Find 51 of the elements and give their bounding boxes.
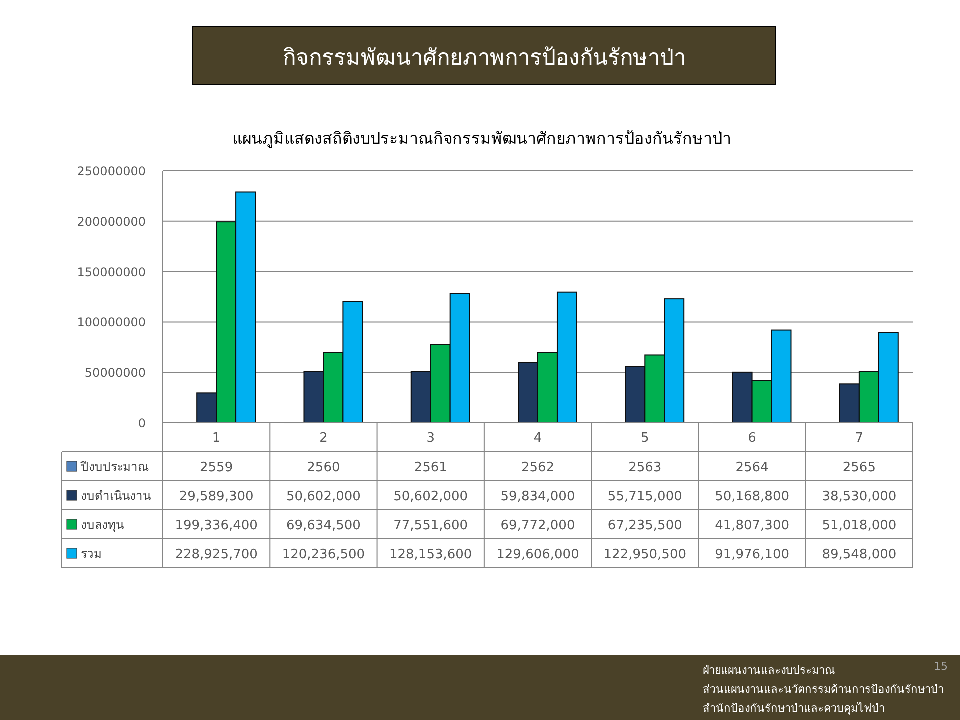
- data-label: 50,602,000: [286, 490, 361, 504]
- data-label: 2565: [842, 460, 876, 476]
- legend-label: งบลงทุน: [81, 518, 124, 533]
- text: สำนักป้องกันรักษาป่าและควบคุมไฟป่า: [703, 702, 885, 715]
- y-tick-label: 0: [138, 416, 146, 430]
- data-label: 69,634,500: [286, 518, 361, 534]
- text: ฝ่ายแผนงานและงบประมาณ: [703, 664, 835, 677]
- data-label: 228,925,700: [175, 548, 258, 562]
- data-label: 128,153,600: [390, 548, 472, 562]
- data-label: 129,606,000: [496, 548, 580, 562]
- x-tick-label: 2: [320, 431, 328, 446]
- data-label: 2561: [414, 460, 448, 476]
- data-label: 77,551,600: [394, 518, 468, 534]
- data-label: 89,548,000: [822, 548, 897, 562]
- x-tick-label: 4: [534, 431, 542, 446]
- x-tick-label: 1: [212, 431, 221, 446]
- data-label: 122,950,500: [604, 548, 686, 562]
- data-label: 120,236,500: [282, 548, 366, 562]
- legend-label: รวม: [81, 547, 102, 561]
- data-label: 29,589,300: [179, 490, 254, 504]
- data-label: 67,235,500: [608, 518, 682, 534]
- legend-label: งบดำเนินงาน: [81, 489, 151, 503]
- data-label: 59,834,000: [500, 490, 576, 504]
- y-tick-label: 200000000: [77, 214, 146, 229]
- data-label: 69,772,000: [500, 518, 576, 534]
- text: ส่วนแผนงานและนวัตกรรมด้านการป้องกันรักษาป่า: [703, 683, 944, 696]
- y-tick-label: 100000000: [77, 316, 146, 330]
- text: 15: [934, 660, 948, 673]
- data-label: 50,602,000: [394, 490, 468, 504]
- x-tick-label: 3: [426, 431, 435, 446]
- x-tick-label: 7: [855, 431, 864, 446]
- data-label: 2560: [307, 460, 340, 476]
- x-tick-label: 5: [641, 431, 650, 446]
- data-label: 51,018,000: [822, 518, 897, 534]
- data-label: 38,530,000: [822, 490, 897, 504]
- data-label: 41,807,300: [715, 518, 790, 534]
- legend-label: ปีงบประมาณ: [80, 460, 149, 474]
- data-label: 2564: [736, 460, 769, 476]
- data-label: 2562: [521, 460, 555, 476]
- y-tick-label: 150000000: [77, 265, 146, 280]
- data-label: 91,976,100: [715, 548, 790, 562]
- y-tick-label: 250000000: [77, 164, 146, 178]
- data-label: 2559: [200, 460, 234, 476]
- chart-title: กิจกรรมพัฒนาศักยภาพการป้องกันรักษาป่า: [283, 46, 686, 71]
- chart-subtitle: แผนภูมิแสดงสถิติงบประมาณกิจกรรมพัฒนาศักยภาพการป้องกันรักษาป่า: [232, 129, 732, 149]
- x-tick-label: 6: [748, 431, 756, 446]
- data-label: 199,336,400: [175, 518, 258, 534]
- data-label: 50,168,800: [715, 490, 790, 504]
- data-label: 55,715,000: [608, 490, 682, 504]
- data-label: 2563: [628, 460, 662, 476]
- y-tick-label: 50000000: [84, 366, 146, 380]
